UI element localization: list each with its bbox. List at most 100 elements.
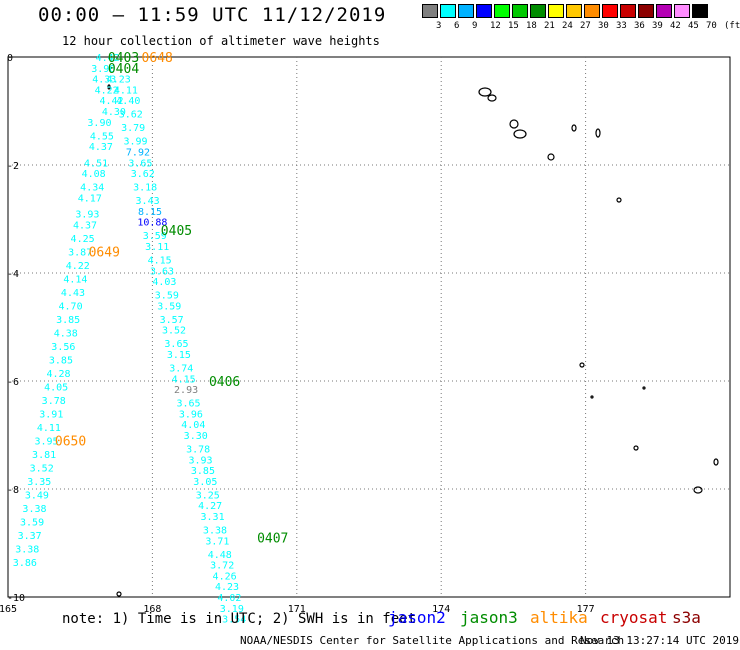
island-outline	[478, 87, 492, 97]
y-tick-label: -4	[7, 269, 19, 280]
swh-value: 4.03	[152, 277, 176, 288]
island-outline	[579, 362, 585, 368]
pass-time-label: 0648	[142, 51, 173, 66]
generated-timestamp: Nov 13 13:27:14 UTC 2019	[580, 634, 739, 647]
swh-value: 3.52	[162, 326, 186, 337]
swh-value: 3.85	[56, 315, 80, 326]
y-tick-label: -8	[7, 485, 19, 496]
swh-value: 4.38	[54, 328, 78, 339]
island-outline	[116, 591, 122, 597]
swh-value: 3.19	[220, 604, 244, 615]
swh-value: 3.65	[164, 339, 188, 350]
credit-text: NOAA/NESDIS Center for Satellite Applica…	[240, 634, 625, 647]
swh-value: 4.43	[61, 288, 85, 299]
swh-value: 3.96	[91, 64, 115, 75]
legend-label: 21	[544, 21, 555, 31]
swh-value: 4.17	[78, 193, 102, 204]
legend-label: 36	[634, 21, 645, 31]
swh-value: 7.92	[126, 148, 150, 159]
legend-label: 9	[472, 21, 478, 31]
x-tick-label: 177	[577, 604, 595, 615]
satellite-name: jason2	[388, 608, 446, 627]
swh-value: 3.72	[210, 561, 234, 572]
y-tick-label: -10	[7, 593, 25, 604]
swh-value: 3.96	[179, 409, 203, 420]
swh-value: 3.38	[203, 526, 227, 537]
swh-value: 3.90	[87, 118, 111, 129]
swh-value: 4.26	[213, 571, 237, 582]
island-outline	[633, 445, 639, 451]
x-tick-label: 171	[288, 604, 306, 615]
island-outline	[107, 84, 111, 90]
swh-value: 3.11	[145, 242, 169, 253]
swh-value: 4.27	[198, 501, 222, 512]
swh-value: 4.48	[208, 550, 232, 561]
page-subtitle: 12 hour collection of altimeter wave hei…	[62, 34, 380, 48]
legend-swatch	[476, 4, 492, 18]
swh-value: 3.87	[68, 247, 92, 258]
swh-value: 4.15	[172, 374, 196, 385]
y-tick-label: -2	[7, 161, 19, 172]
legend-swatch	[638, 4, 654, 18]
legend-swatch	[512, 4, 528, 18]
swh-value: 4.02	[217, 593, 241, 604]
swh-value: 4.23	[107, 75, 131, 86]
swh-value: 4.08	[82, 169, 106, 180]
swh-value: 4.30	[102, 107, 126, 118]
page-title: 00:00 – 11:59 UTC 11/12/2019	[38, 4, 387, 26]
swh-value: 3.52	[30, 463, 54, 474]
swh-value: 4.04	[181, 420, 205, 431]
swh-value: 3.59	[157, 301, 181, 312]
swh-value: 3.78	[42, 396, 66, 407]
swh-value: 3.78	[186, 445, 210, 456]
swh-value: 3.99	[124, 137, 148, 148]
swh-value: 3.59	[143, 231, 167, 242]
swh-value: 3.81	[32, 450, 56, 461]
legend-swatch	[458, 4, 474, 18]
swh-value: 3.15	[167, 350, 191, 361]
swh-value: 3.59	[155, 291, 179, 302]
swh-value: 4.42	[99, 96, 123, 107]
legend-label: 70	[706, 21, 717, 31]
satellite-name: s3a	[672, 608, 701, 627]
swh-value: 4.22	[66, 261, 90, 272]
swh-value: 3.56	[51, 342, 75, 353]
legend-label: 45	[688, 21, 699, 31]
x-tick-label: 168	[143, 604, 161, 615]
island-outline	[595, 128, 601, 138]
swh-value: 3.31	[201, 512, 225, 523]
island-outline	[713, 458, 719, 466]
swh-value: 4.40	[116, 96, 140, 107]
swh-value: 3.62	[119, 110, 143, 121]
swh-value: 3.86	[13, 558, 37, 569]
swh-value: 3.74	[169, 364, 193, 375]
swh-value: 3.54	[222, 615, 246, 626]
y-tick-label: -6	[7, 377, 19, 388]
pass-time-label: 0403	[108, 51, 139, 66]
map-frame	[7, 56, 731, 598]
swh-value: 3.43	[136, 196, 160, 207]
swh-value: 3.65	[176, 399, 200, 410]
swh-value: 4.11	[114, 85, 138, 96]
swh-value: 4.42	[96, 53, 120, 64]
island-outline	[487, 94, 497, 102]
legend-label: 3	[436, 21, 442, 31]
legend-swatch	[494, 4, 510, 18]
swh-value: 3.30	[184, 431, 208, 442]
swh-value: 3.05	[193, 477, 217, 488]
swh-value: 4.14	[63, 274, 87, 285]
legend-label: 24	[562, 21, 573, 31]
swh-value: 10.88	[137, 218, 167, 229]
island-outline	[642, 386, 646, 390]
swh-value: 3.49	[25, 490, 49, 501]
swh-value: 3.35	[27, 477, 51, 488]
legend-label: 15	[508, 21, 519, 31]
island-outline	[513, 129, 527, 139]
legend-swatch	[530, 4, 546, 18]
swh-value: 3.93	[75, 210, 99, 221]
legend-swatch	[584, 4, 600, 18]
pass-time-label: 0405	[161, 224, 192, 239]
swh-value: 3.63	[150, 266, 174, 277]
legend-swatch	[566, 4, 582, 18]
swh-value: 3.37	[18, 531, 42, 542]
